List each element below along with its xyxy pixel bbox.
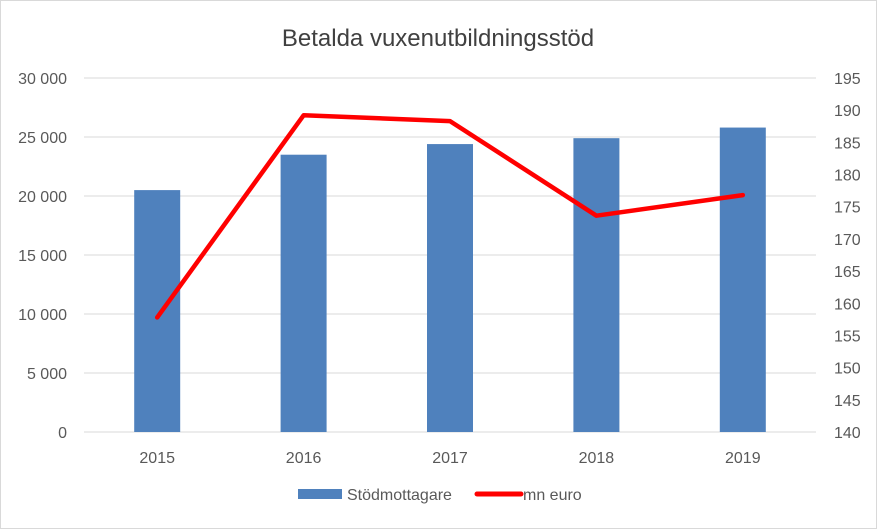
bar-stodmottagare-2018 (573, 138, 620, 432)
right-axis-tick-label: 160 (834, 296, 861, 313)
bar-stodmottagare-2015 (134, 190, 181, 432)
chart-title: Betalda vuxenutbildningsstöd (282, 25, 594, 52)
legend: Stödmottagare mn euro (298, 487, 582, 504)
x-axis-tick-label-2016: 2016 (286, 450, 322, 467)
x-axis-tick-label-2015: 2015 (139, 450, 175, 467)
right-axis: 140 145 150 155 160 165 170 175 180 185 190 195 (834, 71, 861, 442)
legend-swatch-stodmottagare (298, 489, 342, 499)
bar-stodmottagare-2016 (280, 154, 327, 432)
right-axis-tick-label: 190 (834, 103, 861, 120)
left-axis: 0 5 000 10 000 15 000 20 000 25 000 30 000 (18, 71, 67, 442)
left-axis-tick-label: 5 000 (27, 366, 67, 383)
bar-stodmottagare-2017 (427, 144, 473, 432)
right-axis-tick-label: 140 (834, 425, 861, 442)
x-axis-tick-label-2019: 2019 (725, 450, 761, 467)
left-axis-tick-label: 15 000 (18, 248, 67, 265)
right-axis-tick-label: 195 (834, 71, 861, 88)
bar-series (134, 127, 766, 432)
line-mn-euro (154, 113, 746, 320)
x-axis: 2015 2016 2017 2018 2019 (139, 450, 760, 467)
right-axis-tick-label: 150 (834, 361, 861, 378)
right-axis-tick-label: 185 (834, 135, 861, 152)
right-axis-tick-label: 180 (834, 168, 861, 185)
right-axis-tick-label: 155 (834, 328, 861, 345)
bar-stodmottagare-2019 (719, 127, 766, 432)
right-axis-tick-label: 165 (834, 264, 861, 281)
legend-label-stodmottagare: Stödmottagare (347, 487, 452, 504)
left-axis-tick-label: 10 000 (18, 307, 67, 324)
line-series (154, 113, 746, 320)
left-axis-tick-label: 20 000 (18, 189, 67, 206)
left-axis-tick-label: 30 000 (18, 71, 67, 88)
right-axis-tick-label: 175 (834, 200, 861, 217)
right-axis-tick-label: 170 (834, 232, 861, 249)
x-axis-tick-label-2017: 2017 (432, 450, 468, 467)
x-axis-tick-label-2018: 2018 (579, 450, 615, 467)
legend-label-mn-euro: mn euro (523, 487, 582, 504)
right-axis-tick-label: 145 (834, 393, 861, 410)
left-axis-tick-label: 0 (58, 425, 67, 442)
left-axis-tick-label: 25 000 (18, 130, 67, 147)
